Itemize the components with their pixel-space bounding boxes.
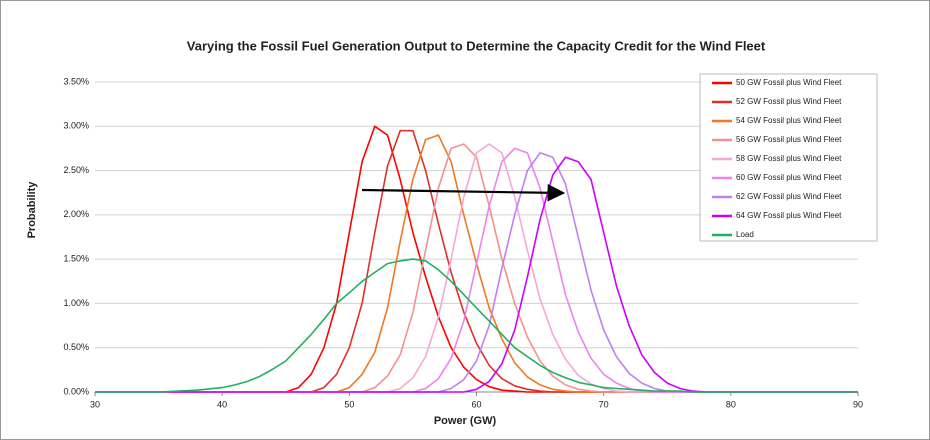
y-tick-label: 2.00% xyxy=(63,209,89,219)
legend-label: 50 GW Fossil plus Wind Fleet xyxy=(736,78,842,87)
legend-label: 56 GW Fossil plus Wind Fleet xyxy=(736,135,842,144)
y-tick-label: 1.50% xyxy=(63,254,89,264)
x-tick-label: 40 xyxy=(217,399,227,409)
x-tick-label: 70 xyxy=(599,399,609,409)
x-tick-label: 80 xyxy=(726,399,736,409)
legend-label: 54 GW Fossil plus Wind Fleet xyxy=(736,116,842,125)
legend-label: 58 GW Fossil plus Wind Fleet xyxy=(736,154,842,163)
legend-label: Load xyxy=(736,230,754,239)
legend-label: 62 GW Fossil plus Wind Fleet xyxy=(736,192,842,201)
x-tick-label: 50 xyxy=(344,399,354,409)
legend-label: 60 GW Fossil plus Wind Fleet xyxy=(736,173,842,182)
y-tick-label: 3.00% xyxy=(63,121,89,131)
x-tick-label: 30 xyxy=(90,399,100,409)
y-tick-label: 1.00% xyxy=(63,298,89,308)
y-axis-title: Probability xyxy=(26,181,38,239)
legend-label: 64 GW Fossil plus Wind Fleet xyxy=(736,211,842,220)
shift-arrow xyxy=(361,183,566,202)
y-tick-label: 0.00% xyxy=(63,386,89,396)
series-line xyxy=(95,156,858,393)
y-tick-label: 2.50% xyxy=(63,165,89,175)
x-axis-title: Power (GW) xyxy=(434,415,497,427)
x-tick-label: 90 xyxy=(853,399,863,409)
series-line xyxy=(95,258,858,393)
y-tick-label: 3.50% xyxy=(63,76,89,86)
chart-title: Varying the Fossil Fuel Generation Outpu… xyxy=(187,38,766,53)
x-tick-label: 60 xyxy=(471,399,481,409)
y-tick-label: 0.50% xyxy=(63,342,89,352)
legend-label: 52 GW Fossil plus Wind Fleet xyxy=(736,97,842,106)
